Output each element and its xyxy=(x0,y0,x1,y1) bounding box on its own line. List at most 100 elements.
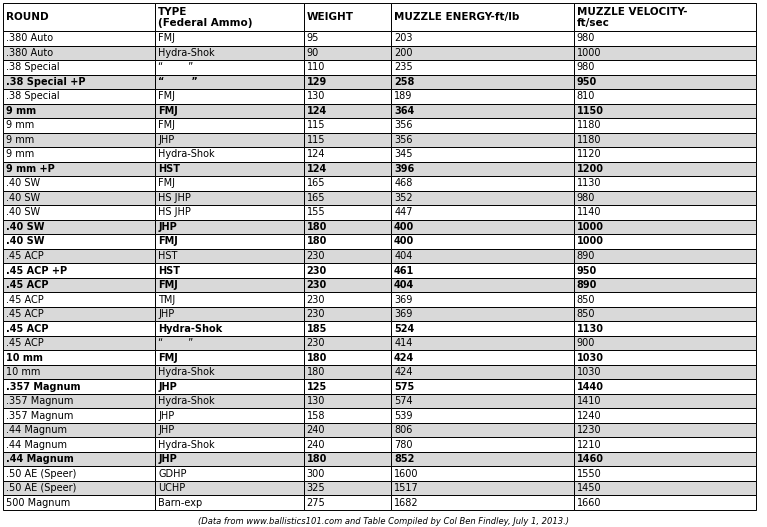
Bar xyxy=(304,264,391,278)
Text: 1240: 1240 xyxy=(577,411,601,421)
Bar xyxy=(155,350,304,365)
Text: 230: 230 xyxy=(307,280,327,290)
Text: 1130: 1130 xyxy=(577,179,601,189)
Text: 404: 404 xyxy=(394,280,414,290)
Text: 1000: 1000 xyxy=(577,48,601,58)
Text: TMJ: TMJ xyxy=(158,295,176,305)
Text: “        ”: “ ” xyxy=(158,77,198,87)
Text: 574: 574 xyxy=(394,396,413,406)
Text: 539: 539 xyxy=(394,411,413,421)
Text: Hydra-Shok: Hydra-Shok xyxy=(158,396,215,406)
Bar xyxy=(574,220,756,234)
Bar xyxy=(155,234,304,249)
Text: .38 Special +P: .38 Special +P xyxy=(6,77,85,87)
Bar xyxy=(304,437,391,452)
Text: 890: 890 xyxy=(577,251,595,261)
Bar xyxy=(155,220,304,234)
Bar xyxy=(3,408,155,423)
Text: 461: 461 xyxy=(394,266,414,276)
Bar xyxy=(574,495,756,510)
Text: TYPE: TYPE xyxy=(158,7,188,17)
Text: 1030: 1030 xyxy=(577,367,601,377)
Bar xyxy=(391,495,574,510)
Bar xyxy=(3,147,155,162)
Bar xyxy=(3,437,155,452)
Text: .45 ACP: .45 ACP xyxy=(6,324,48,334)
Bar xyxy=(155,205,304,220)
Text: HS JHP: HS JHP xyxy=(158,193,191,203)
Bar xyxy=(304,104,391,118)
Bar xyxy=(574,321,756,336)
Bar xyxy=(304,394,391,408)
Text: 352: 352 xyxy=(394,193,413,203)
Bar xyxy=(304,133,391,147)
Text: 1660: 1660 xyxy=(577,497,601,508)
Text: 1230: 1230 xyxy=(577,425,601,435)
Text: 414: 414 xyxy=(394,338,413,348)
Text: .44 Magnum: .44 Magnum xyxy=(6,440,67,450)
Text: MUZZLE VELOCITY-: MUZZLE VELOCITY- xyxy=(577,7,687,17)
Bar xyxy=(3,423,155,437)
Bar xyxy=(3,336,155,350)
Bar xyxy=(304,89,391,104)
Bar xyxy=(3,452,155,466)
Text: 165: 165 xyxy=(307,179,325,189)
Text: .50 AE (Speer): .50 AE (Speer) xyxy=(6,483,77,493)
Bar xyxy=(391,234,574,249)
Text: 1180: 1180 xyxy=(577,135,601,145)
Bar xyxy=(304,278,391,292)
Text: 850: 850 xyxy=(577,309,595,319)
Text: 230: 230 xyxy=(307,309,325,319)
Text: FMJ: FMJ xyxy=(158,91,175,101)
Text: 300: 300 xyxy=(307,469,325,479)
Text: 1450: 1450 xyxy=(577,483,601,493)
Text: ft/sec: ft/sec xyxy=(577,18,610,28)
Text: 356: 356 xyxy=(394,120,413,130)
Text: 950: 950 xyxy=(577,77,597,87)
Text: 345: 345 xyxy=(394,149,413,159)
Text: 1030: 1030 xyxy=(577,353,604,363)
Bar xyxy=(155,74,304,89)
Text: JHP: JHP xyxy=(158,411,174,421)
Text: 806: 806 xyxy=(394,425,413,435)
Text: HST: HST xyxy=(158,251,178,261)
Bar xyxy=(155,307,304,321)
Text: 1410: 1410 xyxy=(577,396,601,406)
Bar xyxy=(391,176,574,191)
Bar xyxy=(304,176,391,191)
Text: .40 SW: .40 SW xyxy=(6,193,40,203)
Bar xyxy=(574,89,756,104)
Bar xyxy=(574,205,756,220)
Bar xyxy=(391,205,574,220)
Text: 9 mm: 9 mm xyxy=(6,106,36,116)
Text: 890: 890 xyxy=(577,280,597,290)
Bar xyxy=(155,104,304,118)
Bar xyxy=(391,264,574,278)
Text: .45 ACP: .45 ACP xyxy=(6,309,44,319)
Text: 1150: 1150 xyxy=(577,106,604,116)
Text: 1000: 1000 xyxy=(577,222,604,232)
Text: Hydra-Shok: Hydra-Shok xyxy=(158,48,215,58)
Bar xyxy=(391,104,574,118)
Text: 1440: 1440 xyxy=(577,382,604,392)
Bar xyxy=(574,147,756,162)
Text: 230: 230 xyxy=(307,338,325,348)
Text: 9 mm: 9 mm xyxy=(6,120,35,130)
Text: UCHP: UCHP xyxy=(158,483,186,493)
Text: 810: 810 xyxy=(577,91,595,101)
Bar xyxy=(3,278,155,292)
Bar xyxy=(574,423,756,437)
Text: .357 Magnum: .357 Magnum xyxy=(6,396,74,406)
Bar xyxy=(574,408,756,423)
Bar xyxy=(574,74,756,89)
Text: “        ”: “ ” xyxy=(158,62,193,72)
Bar xyxy=(155,147,304,162)
Bar xyxy=(155,394,304,408)
Bar xyxy=(304,292,391,307)
Bar xyxy=(391,133,574,147)
Bar xyxy=(391,249,574,264)
Text: 1682: 1682 xyxy=(394,497,419,508)
Bar xyxy=(574,379,756,394)
Bar xyxy=(3,495,155,510)
Bar xyxy=(304,220,391,234)
